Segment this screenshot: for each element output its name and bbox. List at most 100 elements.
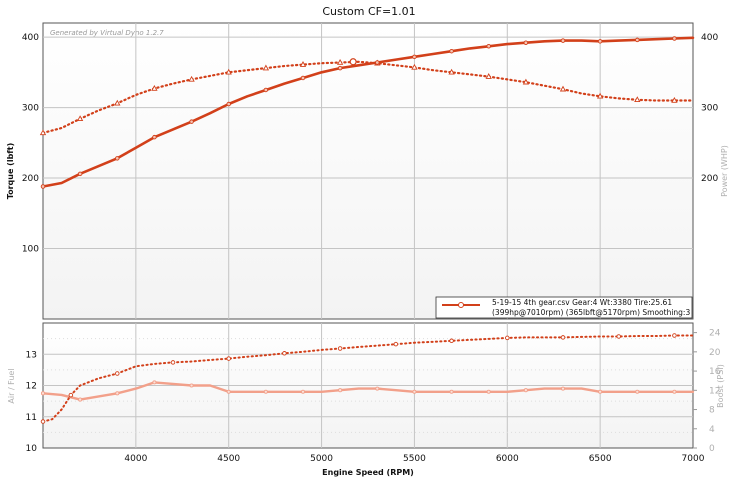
afr-series-point	[338, 388, 343, 393]
afr-series-point	[40, 391, 46, 396]
legend-box	[435, 296, 693, 319]
power-series-point	[77, 171, 83, 177]
torque-series-point	[336, 58, 344, 65]
afr-series-point	[375, 386, 380, 391]
boost-series-point	[560, 335, 566, 340]
boost-series-point	[226, 356, 231, 361]
torque-series-point	[671, 96, 678, 103]
power-series-point	[115, 156, 120, 161]
y-tick-label-afr: 13	[26, 350, 37, 360]
power-series-point	[189, 119, 194, 124]
afr-series-point	[560, 386, 566, 391]
torque-series-point	[634, 96, 641, 103]
torque-series-point	[151, 84, 158, 91]
afr-series-line	[41, 381, 695, 401]
afr-series-point	[486, 389, 491, 394]
power-series-point	[300, 75, 306, 81]
y-tick-label-boost: 0	[709, 444, 715, 454]
boost-series-point	[672, 333, 677, 338]
y-axis-label-power: Power (WHP)	[720, 145, 729, 197]
y-tick-label-afr: 11	[26, 413, 37, 423]
power-series-point	[449, 48, 454, 54]
power-series-point	[523, 40, 529, 45]
x-tick-label: 4500	[217, 454, 240, 464]
y-axis-label-boost: Boost (PSI)	[716, 364, 725, 408]
boost-series-point	[337, 346, 343, 351]
y-tick-label-power: 300	[701, 104, 718, 114]
x-tick-label: 4000	[124, 454, 147, 464]
power-series-point	[560, 38, 566, 43]
legend-text-line2: (399hp@7010rpm) (365lbft@5170rpm) Smooth…	[492, 308, 690, 317]
torque-series-point	[559, 85, 567, 92]
afr-series-point	[635, 389, 640, 394]
power-series-point	[597, 39, 603, 44]
torque-series-point	[39, 129, 47, 136]
power-series-point	[40, 184, 46, 189]
y-tick-label-boost: 16	[709, 367, 721, 377]
power-series-line	[41, 36, 695, 188]
y-tick-label-torque: 400	[22, 33, 39, 43]
torque-series-point	[411, 63, 418, 70]
power-series-point	[635, 37, 640, 43]
afr-series-point	[78, 397, 83, 402]
boost-series-point	[616, 334, 621, 339]
torque-series-point	[262, 64, 270, 71]
boost-series-point	[68, 392, 74, 398]
y-tick-label-torque: 200	[22, 174, 39, 184]
torque-series-line	[41, 60, 695, 134]
afr-series-point	[412, 389, 417, 394]
y-tick-label-boost: 20	[709, 348, 721, 358]
watermark: Generated by Virtual Dyno 1.2.7	[50, 29, 164, 37]
power-series-point	[337, 65, 343, 71]
x-tick-label: 6000	[496, 454, 519, 464]
power-series-point	[672, 36, 677, 41]
chart-title: Custom CF=1.01	[322, 5, 415, 18]
power-series-point	[486, 44, 491, 49]
afr-series-point	[152, 380, 157, 385]
lower-gridlines	[43, 323, 693, 448]
lower-tick-labels: 10 11 12 13 0 4 8 12 16 20 24	[26, 329, 721, 454]
torque-series-point	[596, 92, 604, 99]
y-axis-label-torque: Torque (lbft)	[6, 143, 15, 200]
afr-series-point	[672, 389, 677, 394]
legend-marker	[458, 302, 464, 308]
y-tick-label-afr: 12	[26, 382, 37, 392]
main-tick-labels: 100 200 300 400 200 300 400	[22, 33, 719, 254]
power-series-point	[375, 60, 380, 65]
boost-series-point	[115, 371, 120, 376]
y-tick-label-boost: 24	[709, 329, 721, 339]
boost-series-point	[393, 341, 399, 347]
y-tick-label-torque: 300	[22, 104, 39, 114]
y-tick-label-boost: 12	[709, 386, 720, 396]
torque-series-point	[299, 61, 307, 67]
y-tick-label-power: 400	[701, 33, 718, 43]
boost-series-point	[505, 335, 510, 341]
y-tick-label-torque: 100	[22, 245, 39, 255]
afr-series-point	[115, 391, 120, 396]
torque-series-point	[485, 73, 492, 79]
boost-series-point	[282, 351, 287, 356]
y-tick-label-boost: 4	[709, 425, 715, 435]
legend-text-line1: 5-19-15 4th gear.csv Gear:4 Wt:3380 Tire…	[492, 298, 672, 307]
afr-series-point	[189, 383, 194, 388]
x-tick-label: 7000	[682, 454, 705, 464]
power-series-point	[263, 87, 269, 93]
afr-series-point	[263, 389, 268, 394]
main-series	[39, 36, 695, 189]
x-tick-label: 6500	[589, 454, 612, 464]
peak-torque-marker	[349, 58, 357, 66]
torque-series-point	[225, 68, 232, 75]
afr-series-point	[598, 389, 603, 394]
boost-series-line	[42, 334, 694, 423]
afr-series-point	[226, 389, 231, 394]
power-series-point	[226, 101, 231, 107]
y-tick-label-power: 200	[701, 174, 718, 184]
x-tick-label: 5000	[310, 454, 333, 464]
boost-series-point	[170, 360, 176, 365]
torque-series-point	[76, 115, 84, 122]
y-tick-label-boost: 8	[709, 406, 715, 416]
afr-series-point	[300, 389, 306, 394]
power-series-point	[152, 134, 157, 140]
y-axis-label-air-fuel: Air / Fuel	[7, 368, 16, 403]
main-plot-area	[42, 22, 694, 320]
